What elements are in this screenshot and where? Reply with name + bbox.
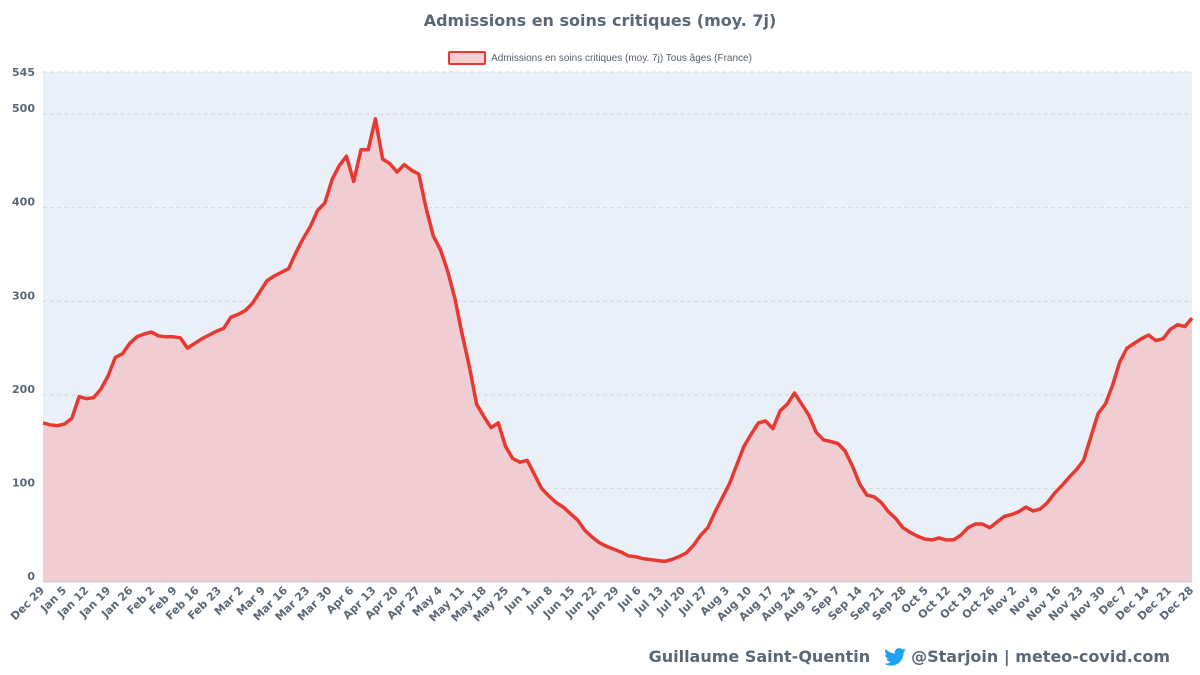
y-tick-label: 545 [12, 66, 35, 79]
y-tick-label: 400 [12, 196, 35, 209]
footer-author: Guillaume Saint-Quentin [648, 647, 871, 666]
y-tick-label: 200 [12, 383, 35, 396]
chart-legend[interactable]: Admissions en soins critiques (moy. 7j) … [0, 51, 1200, 65]
legend-label: Admissions en soins critiques (moy. 7j) … [491, 52, 752, 64]
y-tick-label: 300 [12, 289, 35, 302]
series-line[interactable] [42, 117, 1194, 564]
y-tick-label: 100 [12, 476, 35, 489]
y-tick-label: 0 [27, 570, 35, 583]
y-axis-labels: 0 100 200 300 400 500 545 [12, 66, 35, 583]
series-area [43, 118, 1192, 583]
y-tick-label: 500 [12, 102, 35, 115]
twitter-icon[interactable] [884, 647, 906, 666]
chart-title: Admissions en soins critiques (moy. 7j) [423, 11, 777, 30]
legend-swatch [448, 51, 487, 65]
footer-handle-site[interactable]: @Starjoin | meteo-covid.com [911, 647, 1170, 666]
footer: Guillaume Saint-Quentin @Starjoin | mete… [649, 647, 1170, 666]
